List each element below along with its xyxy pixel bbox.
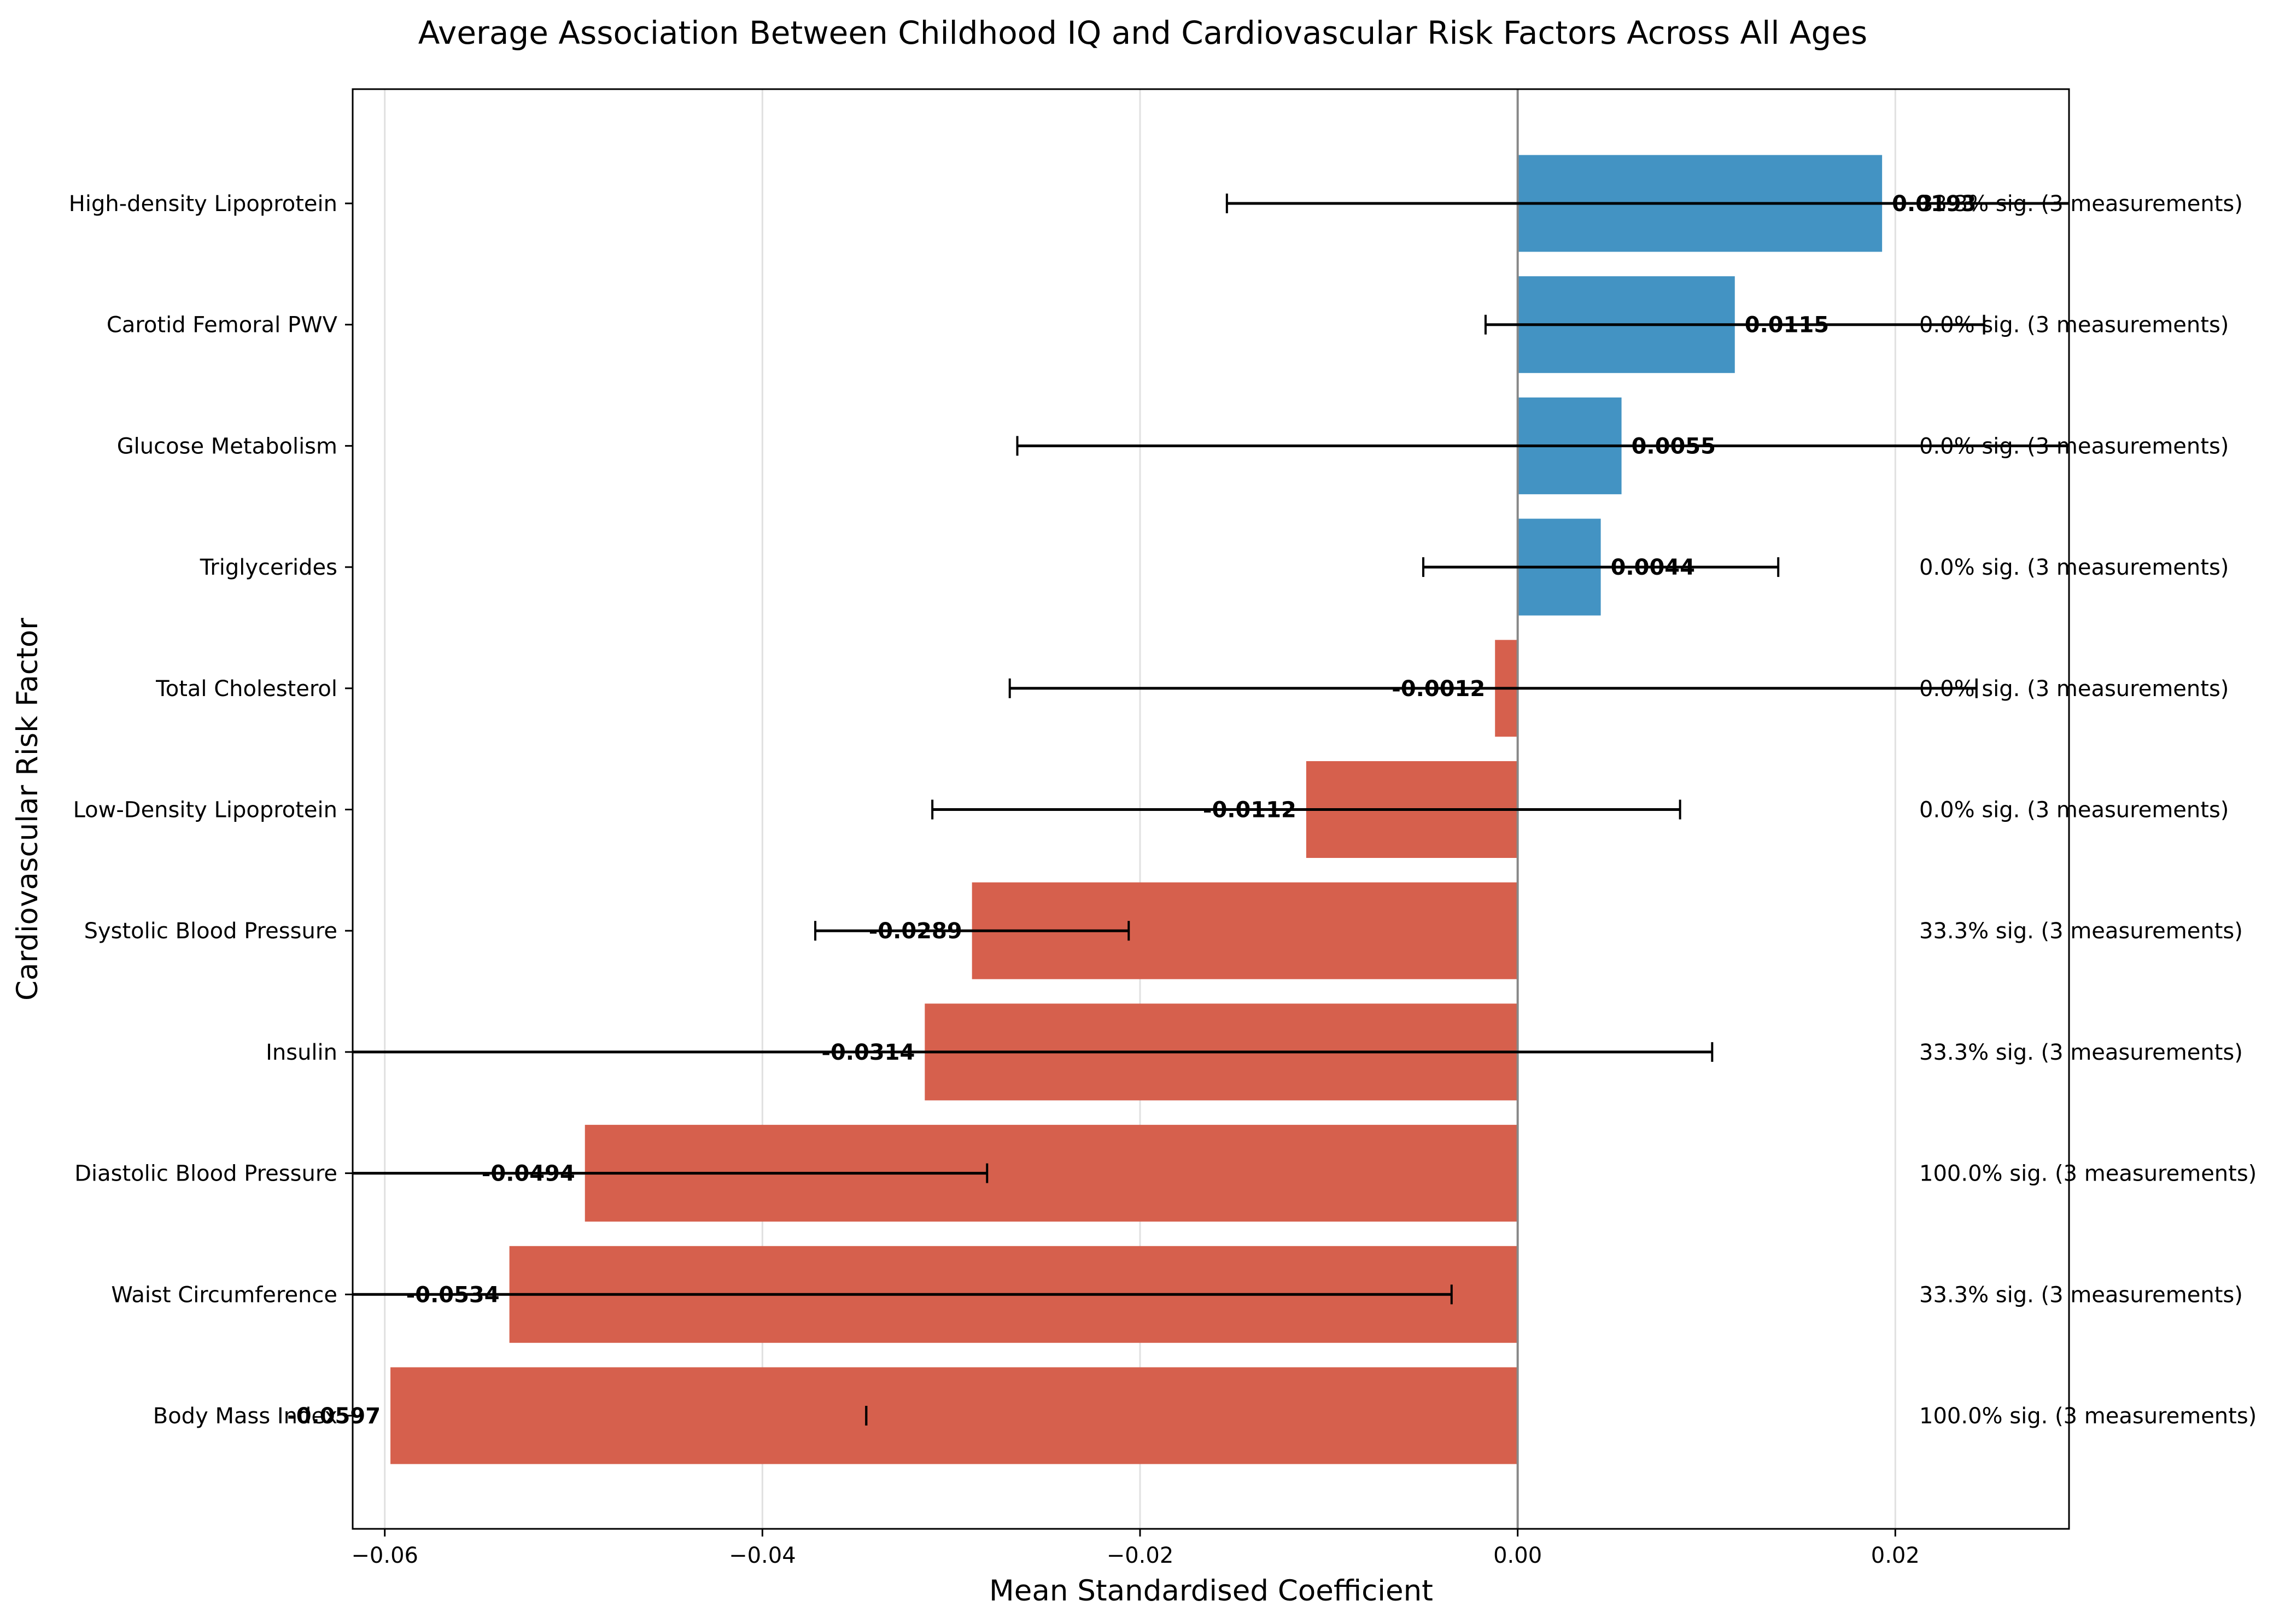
significance-label: 0.0% sig. (3 measurements): [1919, 434, 2229, 459]
x-tick-label: −0.06: [351, 1543, 418, 1568]
value-label: 0.0044: [1611, 555, 1695, 580]
significance-labels: 33.3% sig. (3 measurements) 0.0% sig. (3 …: [1919, 191, 2257, 1429]
value-labels: 0.0193 0.0115 0.0055 0.0044 -0.0012 -0.0112 -0…: [287, 191, 1976, 1429]
value-label: 0.0193: [1892, 191, 1976, 217]
significance-label: 0.0% sig. (3 measurements): [1919, 555, 2229, 580]
y-tick-label: Systolic Blood Pressure: [84, 919, 337, 944]
significance-label: 33.3% sig. (3 measurements): [1919, 191, 2243, 217]
x-tick-label: −0.04: [729, 1543, 796, 1568]
significance-label: 0.0% sig. (3 measurements): [1919, 676, 2229, 702]
error-bars: [353, 194, 2069, 1426]
significance-label: 0.0% sig. (3 measurements): [1919, 798, 2229, 823]
y-tick-label: Insulin: [266, 1040, 337, 1065]
significance-label: 33.3% sig. (3 measurements): [1919, 1040, 2243, 1065]
chart-title: Average Association Between Childhood IQ…: [418, 14, 1868, 51]
y-tick-label: High-density Lipoprotein: [69, 191, 337, 217]
y-tick-label: Low-Density Lipoprotein: [73, 798, 337, 823]
value-label: -0.0597: [287, 1404, 381, 1429]
x-axis-label: Mean Standardised Coefficient: [989, 1574, 1433, 1608]
value-label: 0.0055: [1632, 434, 1716, 459]
y-axis-ticks: High-density Lipoprotein Carotid Femoral …: [69, 191, 353, 1429]
y-tick-label: Triglycerides: [200, 555, 337, 580]
value-label: -0.0534: [406, 1282, 500, 1307]
value-label: -0.0314: [821, 1040, 915, 1065]
significance-label: 100.0% sig. (3 measurements): [1919, 1404, 2257, 1429]
y-tick-label: Waist Circumference: [111, 1282, 337, 1307]
significance-label: 100.0% sig. (3 measurements): [1919, 1161, 2257, 1187]
bar: [390, 1367, 1518, 1464]
y-tick-label: Body Mass Index: [153, 1404, 337, 1429]
value-label: 0.0115: [1745, 313, 1829, 338]
y-tick-label: Total Cholesterol: [155, 676, 337, 702]
significance-label: 33.3% sig. (3 measurements): [1919, 1282, 2243, 1307]
x-tick-label: 0.02: [1871, 1543, 1920, 1568]
y-axis-label: Cardiovascular Risk Factor: [11, 618, 44, 1001]
significance-label: 33.3% sig. (3 measurements): [1919, 919, 2243, 944]
y-tick-label: Carotid Femoral PWV: [107, 313, 338, 338]
x-axis-ticks: −0.06 −0.04 −0.02 0.00 0.02: [351, 1529, 1920, 1568]
y-tick-label: Diastolic Blood Pressure: [74, 1161, 337, 1187]
x-tick-label: −0.02: [1107, 1543, 1174, 1568]
value-label: -0.0012: [1392, 676, 1485, 702]
value-label: -0.0494: [482, 1161, 575, 1187]
x-tick-label: 0.00: [1493, 1543, 1542, 1568]
y-tick-label: Glucose Metabolism: [117, 434, 337, 459]
value-label: -0.0112: [1203, 798, 1296, 823]
significance-label: 0.0% sig. (3 measurements): [1919, 313, 2229, 338]
value-label: -0.0289: [869, 919, 962, 944]
